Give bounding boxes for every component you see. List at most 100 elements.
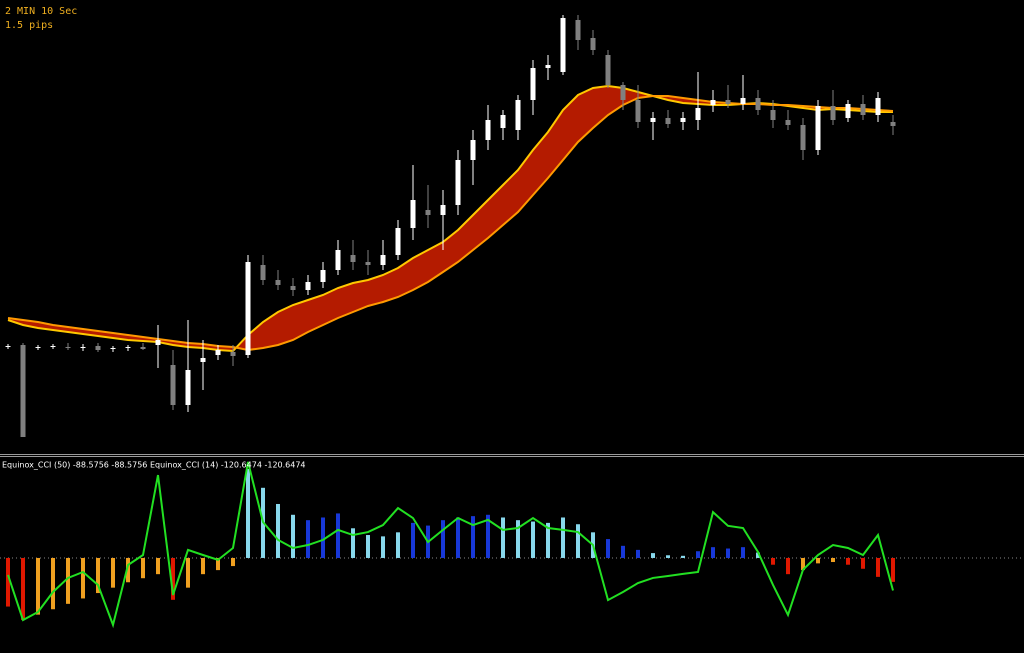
candle-body	[455, 160, 461, 205]
candle-body	[140, 347, 146, 349]
histogram-bar	[306, 520, 310, 558]
candle-body	[485, 120, 491, 140]
candle-body	[800, 125, 806, 150]
candle-body	[755, 98, 761, 110]
histogram-bar	[846, 557, 850, 565]
indicator-panel	[0, 461, 1024, 629]
histogram-bar	[21, 557, 25, 621]
candle-body	[785, 120, 791, 125]
histogram-bar	[831, 557, 835, 563]
histogram-bar	[201, 557, 205, 575]
price-panel	[5, 15, 896, 437]
histogram-bar	[666, 555, 670, 558]
candle-body	[200, 358, 206, 362]
candle-body	[650, 118, 656, 122]
candle-body	[515, 100, 521, 130]
candle-body	[575, 20, 581, 40]
candle-body	[665, 118, 671, 124]
candle-body	[425, 210, 431, 215]
histogram-bar	[336, 513, 340, 558]
histogram-bar	[621, 545, 625, 558]
candle-body	[440, 205, 446, 215]
indicator-legend: Equinox_CCI (50) -88.5756 -88.5756 Equin…	[2, 461, 306, 470]
timer-label: 2 MIN 10 Sec	[5, 6, 77, 17]
histogram-bar	[456, 517, 460, 558]
histogram-bar	[711, 547, 715, 558]
histogram-bar	[36, 557, 40, 615]
histogram-bar	[636, 549, 640, 558]
histogram-bar	[561, 517, 565, 558]
candle-body	[695, 108, 701, 120]
candle-body	[395, 228, 401, 255]
candle-body	[260, 265, 266, 280]
candle-body	[830, 106, 836, 120]
histogram-bar	[471, 516, 475, 558]
histogram-bar	[651, 553, 655, 558]
histogram-bar	[276, 503, 280, 558]
candle-body	[305, 282, 311, 290]
candle-body	[620, 85, 626, 100]
histogram-bar	[396, 532, 400, 558]
histogram-bar	[486, 514, 490, 558]
candle-body	[170, 365, 176, 405]
histogram-bar	[231, 557, 235, 567]
histogram-bar	[246, 468, 250, 558]
candle-body	[245, 262, 251, 355]
candle-body	[110, 348, 116, 349]
candle-body	[710, 100, 716, 105]
histogram-bar	[366, 535, 370, 558]
histogram-bar	[681, 555, 685, 558]
histogram-bar	[771, 557, 775, 565]
histogram-bar	[606, 539, 610, 558]
histogram-bar	[546, 522, 550, 558]
histogram-bar	[726, 548, 730, 558]
candle-body	[20, 345, 26, 437]
candle-body	[500, 115, 506, 128]
histogram-bar	[441, 520, 445, 558]
histogram-bar	[156, 557, 160, 575]
histogram-bar	[816, 557, 820, 564]
histogram-bar	[501, 517, 505, 558]
candle-body	[725, 100, 731, 104]
candle-body	[5, 346, 11, 347]
candle-body	[530, 68, 536, 100]
histogram-bar	[876, 557, 880, 577]
histogram-bar	[786, 557, 790, 575]
candle-body	[815, 106, 821, 150]
candle-body	[635, 100, 641, 122]
candle-body	[740, 98, 746, 104]
histogram-bar	[696, 551, 700, 558]
candle-body	[605, 55, 611, 85]
candle-body	[365, 262, 371, 265]
candle-body	[230, 352, 236, 356]
histogram-bar	[321, 517, 325, 558]
candle-body	[185, 370, 191, 405]
candle-body	[95, 346, 101, 350]
histogram-bar	[186, 557, 190, 588]
histogram-bar	[351, 528, 355, 558]
histogram-bar	[51, 557, 55, 610]
candle-body	[50, 346, 56, 347]
candle-body	[215, 350, 221, 355]
candle-body	[155, 340, 161, 345]
candle-body	[680, 118, 686, 122]
histogram-bar	[861, 557, 865, 569]
candle-body	[560, 18, 566, 72]
histogram-bar	[741, 547, 745, 558]
histogram-bar	[891, 557, 895, 582]
histogram-bar	[531, 521, 535, 558]
spread-label: 1.5 pips	[5, 20, 53, 31]
candle-body	[80, 347, 86, 348]
candle-body	[890, 122, 896, 126]
candle-body	[470, 140, 476, 160]
candle-body	[35, 347, 41, 348]
histogram-bar	[141, 557, 145, 579]
candle-body	[290, 286, 296, 290]
candle-body	[125, 347, 131, 348]
histogram-bar	[411, 522, 415, 558]
candle-body	[770, 110, 776, 120]
histogram-bar	[291, 514, 295, 558]
